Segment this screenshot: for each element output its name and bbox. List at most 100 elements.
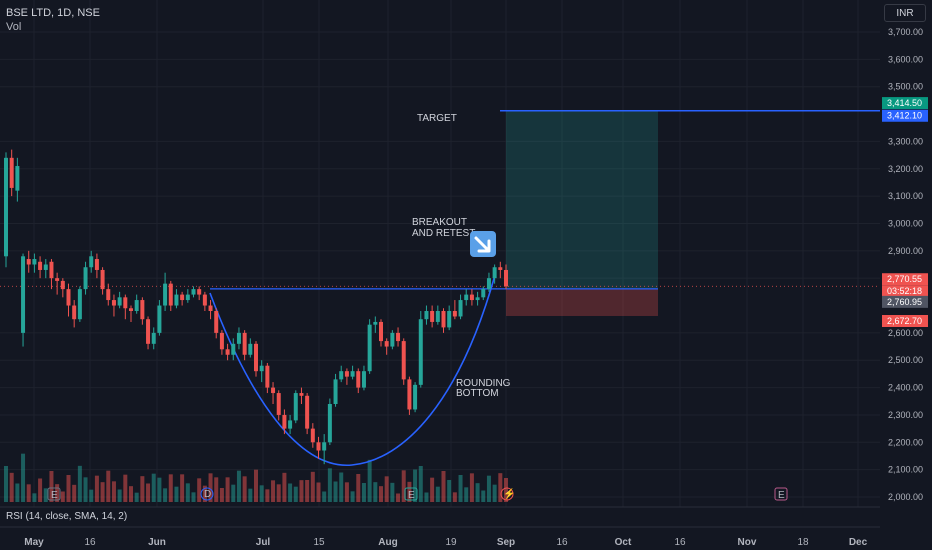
- candle-body: [498, 267, 503, 270]
- volume-bar: [390, 482, 395, 502]
- candle-body: [401, 341, 406, 380]
- stop-zone: [506, 288, 658, 316]
- time-tick-label: 18: [797, 537, 809, 548]
- volume-bar: [259, 485, 264, 502]
- candle-body: [94, 259, 99, 270]
- split-marker-icon[interactable]: ⚡: [500, 487, 515, 501]
- time-tick-label: 15: [313, 537, 325, 548]
- dividend-marker[interactable]: D: [200, 487, 214, 501]
- svg-text:E: E: [408, 490, 415, 501]
- target-annotation[interactable]: TARGET: [417, 113, 457, 124]
- volume-bar: [435, 486, 440, 502]
- candle-body: [15, 166, 20, 191]
- volume-bar: [123, 474, 128, 502]
- symbol-title[interactable]: BSE LTD, 1D, NSE: [6, 7, 100, 19]
- currency-button[interactable]: INR: [884, 4, 926, 22]
- price-tag-label: 3,412.10: [887, 111, 922, 121]
- candle-body: [242, 332, 247, 355]
- earnings-marker[interactable]: E: [774, 487, 788, 501]
- candle-body: [168, 283, 173, 306]
- price-tag-entry: [882, 295, 928, 308]
- price-tick-label: 2,900.00: [888, 246, 923, 256]
- volume-bar: [140, 476, 145, 502]
- earnings-marker[interactable]: E: [404, 487, 418, 501]
- volume-bar: [89, 489, 94, 502]
- candle-body: [43, 264, 48, 270]
- volume-bar: [413, 469, 418, 502]
- candle-body: [322, 442, 327, 451]
- volume-bar: [254, 469, 258, 502]
- breakout-annotation-line2[interactable]: AND RETEST: [412, 228, 475, 239]
- volume-bar: [481, 490, 486, 502]
- volume-label[interactable]: Vol: [6, 21, 22, 33]
- candle-body: [305, 395, 310, 429]
- candle-body: [265, 365, 270, 388]
- time-tick-label: Aug: [378, 537, 397, 548]
- volume-bar: [191, 492, 196, 502]
- candle-body: [77, 289, 82, 320]
- candle-body: [21, 256, 26, 333]
- candle-body: [163, 283, 168, 306]
- candle-body: [367, 324, 372, 372]
- candle-body: [293, 393, 298, 421]
- volume-bar: [475, 483, 480, 502]
- price-tick-label: 2,400.00: [888, 383, 923, 393]
- candle-body: [236, 332, 241, 344]
- volume-bar: [424, 492, 429, 502]
- candle-body: [140, 300, 145, 320]
- candle-body: [447, 311, 452, 328]
- volume-bar: [185, 483, 190, 502]
- candle-body: [288, 420, 293, 429]
- volume-bar: [180, 474, 185, 502]
- price-tick-label: 3,200.00: [888, 164, 923, 174]
- breakout-annotation-line1[interactable]: BREAKOUT: [412, 217, 467, 228]
- price-tag-target_high: [882, 97, 928, 110]
- candle-body: [26, 259, 31, 265]
- volume-bar: [146, 483, 151, 502]
- volume-bar: [276, 484, 281, 502]
- price-tick-label: 2,300.00: [888, 410, 923, 420]
- time-axis[interactable]: May 16 Jun Jul 15 Aug 19 Sep 16 Oct 16 Nov 18 Dec: [24, 537, 867, 548]
- earnings-marker[interactable]: E: [47, 487, 61, 501]
- price-tag-label: 2,770.55: [887, 274, 922, 284]
- volume-bar: [464, 487, 469, 502]
- candle-body: [202, 294, 207, 306]
- price-tick-label: 3,000.00: [888, 218, 923, 228]
- volume-bar: [208, 473, 213, 502]
- volume-bar: [379, 486, 383, 502]
- price-axis[interactable]: 3,700.00 3,600.00 3,500.00 3,300.00 3,200.00…: [888, 27, 923, 502]
- price-tag-target_line: [882, 109, 928, 122]
- volume-bar: [407, 481, 412, 502]
- time-tick-label: Nov: [738, 537, 757, 548]
- candle-body: [373, 321, 378, 325]
- volume-bar: [111, 481, 116, 502]
- candle-body: [464, 294, 469, 301]
- down-right-arrow-icon[interactable]: [470, 231, 496, 257]
- rsi-indicator-label[interactable]: RSI (14, close, SMA, 14, 2): [6, 511, 128, 522]
- rounding-annotation-line1[interactable]: ROUNDING: [456, 378, 511, 389]
- price-tick-label: 2,000.00: [888, 492, 923, 502]
- volume-bar: [231, 484, 236, 502]
- price-tick-label: 2,600.00: [888, 328, 923, 338]
- volume-bar: [38, 478, 43, 502]
- svg-text:⚡: ⚡: [503, 487, 515, 500]
- volume-bar: [9, 472, 14, 502]
- chart-legend: BSE LTD, 1D, NSE Vol: [6, 6, 100, 34]
- volume-bar: [26, 484, 31, 502]
- volume-bar: [271, 480, 276, 502]
- volume-bar: [60, 491, 65, 502]
- volume-bar: [49, 471, 54, 502]
- rounding-annotation-line2[interactable]: BOTTOM: [456, 388, 499, 399]
- candle-body: [225, 349, 230, 355]
- volume-bar: [214, 477, 219, 502]
- candle-body: [214, 311, 219, 333]
- candle-body: [469, 294, 474, 301]
- rounding-bottom-curve[interactable]: [209, 274, 496, 466]
- volume-bar: [310, 471, 315, 502]
- time-tick-label: 16: [556, 537, 568, 548]
- volume-bar: [350, 491, 355, 502]
- candle-body: [72, 305, 77, 320]
- volume-bar: [486, 475, 491, 502]
- svg-text:E: E: [778, 490, 785, 501]
